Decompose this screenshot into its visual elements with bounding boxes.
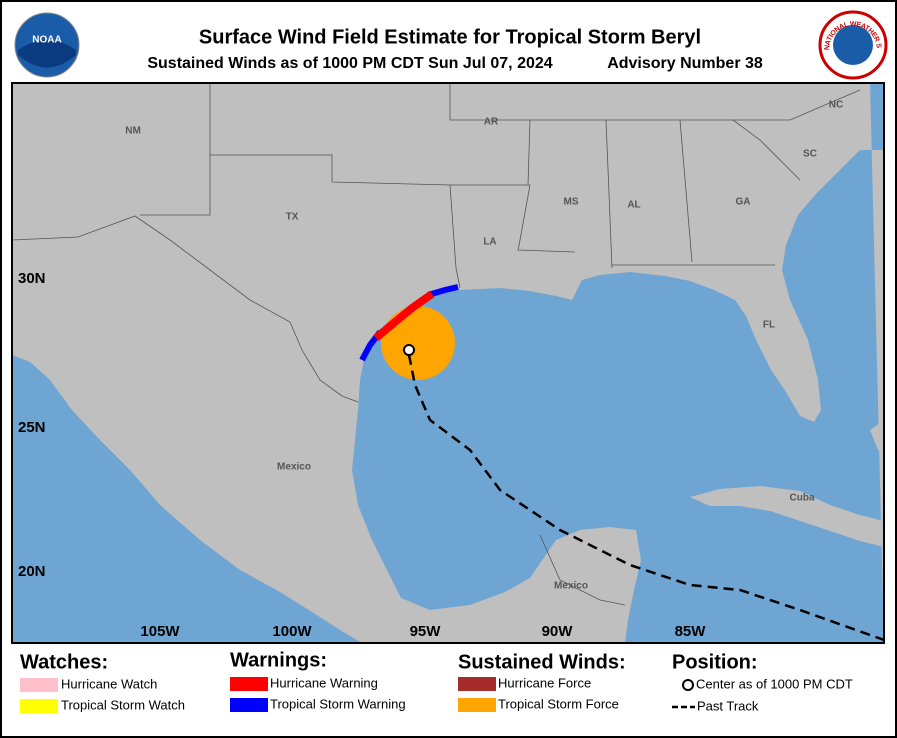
- ts-warning: [427, 284, 459, 298]
- legend-item: Tropical Storm Force: [498, 696, 619, 711]
- legend-item: Center as of 1000 PM CDT: [696, 676, 853, 691]
- legend-title: Warnings:: [230, 649, 327, 671]
- legend-swatch: [20, 699, 58, 713]
- lat-label: 20N: [18, 563, 46, 580]
- borders: [12, 83, 861, 606]
- place-label: Cuba: [790, 493, 815, 504]
- ts-wind-field: [381, 306, 455, 380]
- hurricane-warning: [373, 290, 435, 342]
- place-label: GA: [736, 197, 751, 208]
- noaa-logo-wave: [18, 40, 76, 68]
- legend-item: Hurricane Watch: [61, 676, 157, 691]
- pacific: [12, 355, 362, 643]
- place-label: SC: [803, 149, 817, 160]
- map-frame: [11, 82, 885, 644]
- legend-item: Tropical Storm Warning: [270, 696, 406, 711]
- legend-item: Past Track: [697, 698, 759, 713]
- legend-swatch: [230, 677, 268, 691]
- legend-symbol: [682, 679, 694, 691]
- hispaniola: [870, 420, 884, 452]
- lon-label: 95W: [410, 623, 442, 640]
- place-label: Mexico: [554, 581, 588, 592]
- cuba: [690, 486, 884, 547]
- map: NM TX AR MS AL GA SC NC LA FL Mexico Cub…: [11, 82, 885, 644]
- place-label: NM: [125, 126, 141, 137]
- nws-logo-inner: [833, 25, 873, 65]
- place-label: LA: [483, 237, 496, 248]
- place-label: Mexico: [277, 462, 311, 473]
- legend-swatch: [230, 698, 268, 712]
- legend-swatch: [20, 678, 58, 692]
- legend-swatch: [458, 677, 496, 691]
- place-label: FL: [763, 320, 775, 331]
- lon-label: 85W: [675, 623, 707, 640]
- lon-label: 105W: [140, 623, 180, 640]
- legend-title: Position:: [672, 651, 758, 673]
- lon-label: 100W: [272, 623, 312, 640]
- legend-swatch: [458, 698, 496, 712]
- title: Surface Wind Field Estimate for Tropical…: [199, 26, 701, 48]
- legend: Watches: Hurricane Watch Tropical Storm …: [20, 649, 853, 713]
- place-label: MS: [564, 197, 579, 208]
- subtitle: Sustained Winds as of 1000 PM CDT Sun Ju…: [147, 55, 552, 72]
- legend-item: Hurricane Warning: [270, 675, 378, 690]
- lat-label: 25N: [18, 419, 46, 436]
- place-label: AR: [484, 117, 499, 128]
- place-label: AL: [627, 200, 640, 211]
- lat-label: 30N: [18, 270, 46, 287]
- noaa-logo-text: NOAA: [32, 35, 61, 46]
- storm-center: [403, 344, 415, 356]
- past-track: [407, 354, 884, 642]
- place-label: NC: [829, 100, 843, 111]
- legend-item: Tropical Storm Watch: [61, 697, 185, 712]
- place-label: TX: [286, 212, 299, 223]
- legend-item: Hurricane Force: [498, 675, 591, 690]
- legend-title: Sustained Winds:: [458, 651, 626, 673]
- legend-title: Watches:: [20, 651, 108, 673]
- advisory: Advisory Number 38: [607, 55, 763, 72]
- lon-label: 90W: [542, 623, 574, 640]
